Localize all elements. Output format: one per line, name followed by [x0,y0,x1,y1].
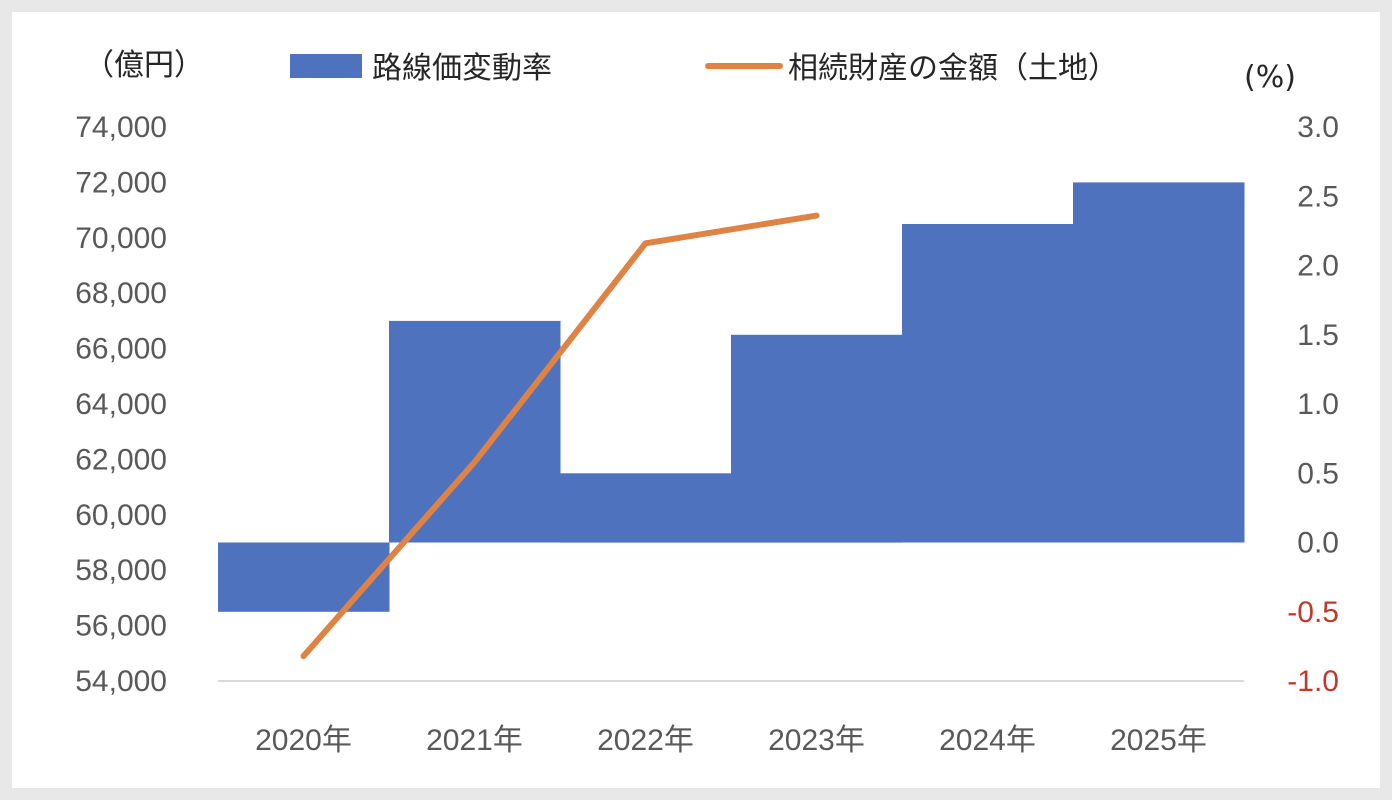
line-series-land-inheritance [300,212,820,660]
legend-label-line: 相続財産の金額（土地） [788,51,1118,86]
right-axis-ticks: -1.0 -0.5 0.0 0.5 1.0 1.5 2.0 2.5 3.0 [1287,111,1339,698]
combo-chart: 54,000 56,000 58,000 60,000 62,000 64,000 66,0… [75,48,1339,757]
left-tick-label: 66,000 [75,333,167,366]
x-tick-label: 2022年 [597,724,694,757]
x-axis-ticks: 2020年 2021年 2022年 2023年 2024年 2025年 [255,724,1207,757]
left-tick-label: 72,000 [75,166,167,199]
legend-label-bar: 路線価変動率 [372,51,552,86]
x-tick-label: 2025年 [1110,724,1207,757]
right-tick-label: 1.5 [1297,319,1339,352]
bar-2024年 [902,224,1074,543]
right-tick-label: 3.0 [1297,111,1339,144]
left-tick-label: 64,000 [75,388,167,421]
left-axis-unit-label: （億円） [84,48,204,83]
bar-2021年 [389,320,561,543]
left-axis-ticks: 54,000 56,000 58,000 60,000 62,000 64,000 66,0… [75,111,167,698]
left-tick-label: 60,000 [75,499,167,532]
right-axis-unit-label: (%) [1244,60,1296,95]
bar-2020年 [218,542,390,612]
right-tick-label: -0.5 [1287,596,1339,629]
bars-layer [218,182,1245,612]
left-tick-label: 56,000 [75,610,167,643]
left-tick-label: 70,000 [75,222,167,255]
bar-2023年 [731,334,903,543]
right-tick-label: 0.0 [1297,527,1339,560]
legend-swatch-bar [290,54,362,78]
line-layer [300,212,820,660]
right-tick-label: 2.0 [1297,250,1339,283]
x-tick-label: 2020年 [255,724,352,757]
right-tick-label: 2.5 [1297,180,1339,213]
right-tick-label: 1.0 [1297,388,1339,421]
bar-2025年 [1073,182,1245,543]
left-tick-label: 58,000 [75,554,167,587]
bar-2022年 [560,473,732,543]
left-tick-label: 74,000 [75,111,167,144]
x-tick-label: 2023年 [768,724,865,757]
x-tick-label: 2024年 [939,724,1036,757]
right-tick-label: 0.5 [1297,457,1339,490]
x-tick-label: 2021年 [426,724,523,757]
right-tick-label: -1.0 [1287,665,1339,698]
legend: 路線価変動率 相続財産の金額（土地） [290,51,1118,86]
left-tick-label: 54,000 [75,665,167,698]
left-tick-label: 62,000 [75,443,167,476]
chart-frame: 54,000 56,000 58,000 60,000 62,000 64,000 66,0… [12,12,1380,788]
left-tick-label: 68,000 [75,277,167,310]
